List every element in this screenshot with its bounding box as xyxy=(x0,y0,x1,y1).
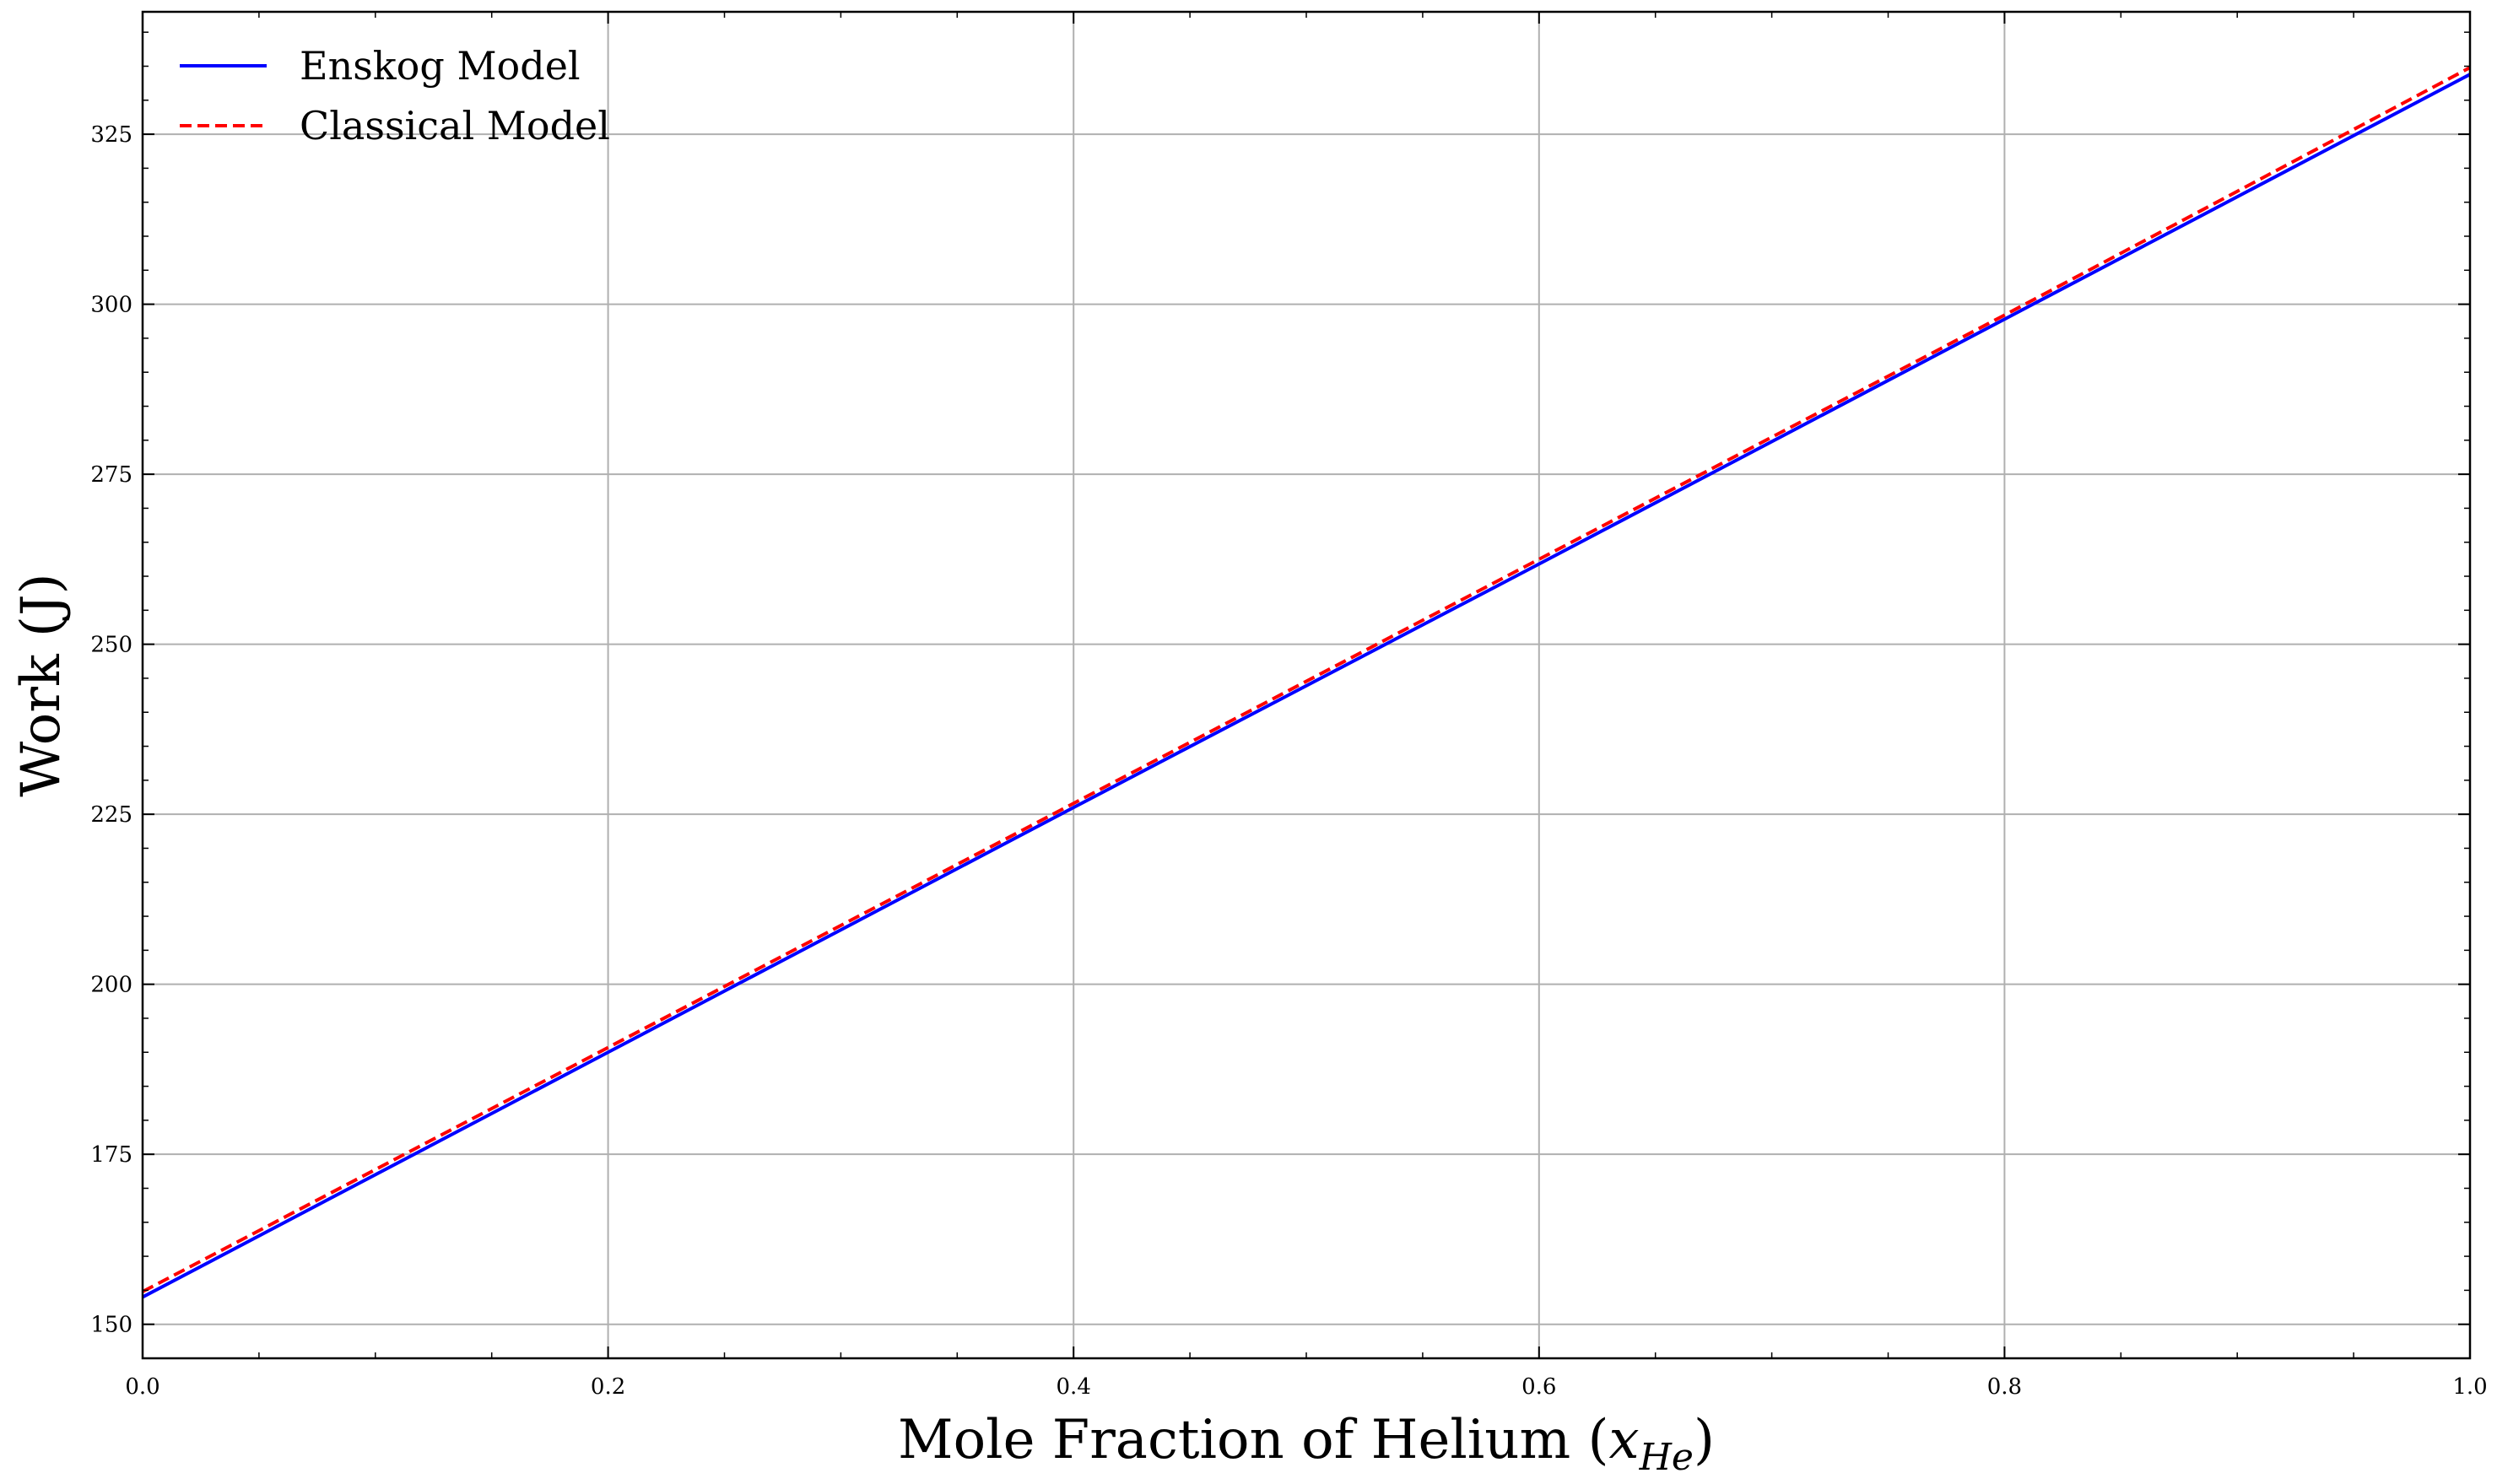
x-axis-label: Mole Fraction of Helium (xHe) xyxy=(898,1409,1715,1479)
x-tick-label: 0.8 xyxy=(1987,1374,2022,1400)
y-tick-label: 325 xyxy=(90,122,132,148)
legend: Enskog Model Classical Model xyxy=(180,43,610,148)
y-tick-label: 225 xyxy=(90,802,132,828)
x-axis-label-subscript: He xyxy=(1639,1436,1694,1479)
x-tick-label: 0.2 xyxy=(591,1374,625,1400)
y-tick-label: 300 xyxy=(90,293,132,318)
x-tick-label: 0.6 xyxy=(1521,1374,1556,1400)
series-layer xyxy=(142,66,2471,1299)
y-tick-label: 250 xyxy=(90,633,132,658)
y-tick-label: 275 xyxy=(90,462,132,488)
x-tick-label: 0.4 xyxy=(1057,1374,1091,1400)
x-axis-label-text: Mole Fraction of Helium ( xyxy=(898,1409,1608,1471)
legend-label-classical: Classical Model xyxy=(300,103,610,148)
legend-label-enskog: Enskog Model xyxy=(300,43,581,89)
tick-label-layer: 0.0 0.2 0.4 0.6 0.8 1.0 150 175 200 225 250 275 300 3… xyxy=(90,122,2487,1400)
series-line-classical xyxy=(142,66,2471,1293)
y-tick-label: 200 xyxy=(90,973,132,998)
y-tick-label: 150 xyxy=(90,1313,132,1338)
x-tick-label: 0.0 xyxy=(125,1374,159,1400)
x-axis-label-close: ) xyxy=(1694,1409,1715,1471)
tick-layer xyxy=(142,12,2471,1359)
y-tick-label: 175 xyxy=(90,1142,132,1168)
x-tick-label: 1.0 xyxy=(2452,1374,2487,1400)
x-axis-label-math: x xyxy=(1608,1409,1639,1471)
y-axis-label: Work (J) xyxy=(10,573,73,796)
series-line-enskog xyxy=(142,73,2471,1299)
